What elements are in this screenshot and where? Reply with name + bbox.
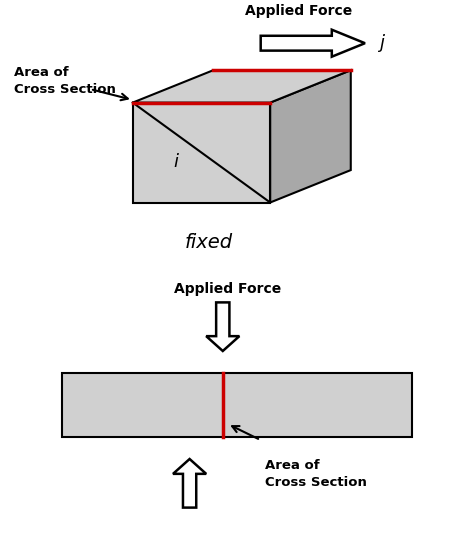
FancyArrow shape <box>206 302 239 351</box>
Text: Area of
Cross Section: Area of Cross Section <box>14 66 116 96</box>
Text: i: i <box>173 153 178 171</box>
Text: fixed: fixed <box>184 233 233 253</box>
Bar <box>62 373 412 437</box>
Polygon shape <box>270 70 351 202</box>
Text: Area of
Cross Section: Area of Cross Section <box>265 459 367 489</box>
Polygon shape <box>133 103 270 202</box>
Text: Applied Force: Applied Force <box>245 4 352 18</box>
Text: j: j <box>379 34 384 52</box>
FancyArrow shape <box>173 459 206 508</box>
Text: Applied Force: Applied Force <box>174 282 281 296</box>
FancyArrow shape <box>261 30 365 57</box>
Polygon shape <box>133 70 351 103</box>
